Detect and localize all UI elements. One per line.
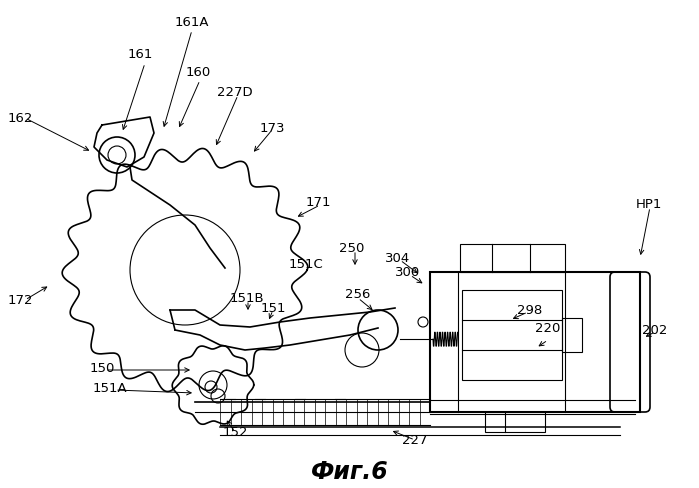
Text: 250: 250 (339, 242, 365, 255)
Text: 151A: 151A (93, 382, 127, 394)
Text: 298: 298 (517, 304, 542, 317)
Text: 150: 150 (89, 362, 115, 374)
Bar (460, 244, 565, 272)
Text: 151C: 151C (289, 259, 324, 271)
Text: 304: 304 (385, 251, 410, 264)
Bar (485, 412, 545, 432)
Text: 151B: 151B (230, 291, 264, 305)
Text: 171: 171 (305, 196, 331, 208)
Text: 162: 162 (7, 111, 33, 124)
Text: 161A: 161A (175, 16, 209, 28)
Text: 227: 227 (402, 433, 428, 447)
Text: 152: 152 (222, 426, 247, 439)
Bar (462, 290, 562, 380)
Text: 151: 151 (260, 302, 286, 314)
Text: 160: 160 (185, 65, 210, 79)
Bar (430, 272, 640, 412)
Text: 172: 172 (7, 293, 33, 306)
Text: 227D: 227D (217, 85, 253, 99)
Text: 256: 256 (345, 288, 370, 302)
Text: 220: 220 (535, 322, 561, 334)
Text: 173: 173 (259, 122, 284, 135)
Text: 202: 202 (642, 324, 668, 337)
Text: 161: 161 (127, 48, 152, 61)
Text: 300: 300 (396, 266, 421, 280)
Text: Фиг.6: Фиг.6 (311, 460, 389, 484)
Text: HP1: HP1 (636, 199, 662, 211)
Bar (562, 318, 582, 352)
